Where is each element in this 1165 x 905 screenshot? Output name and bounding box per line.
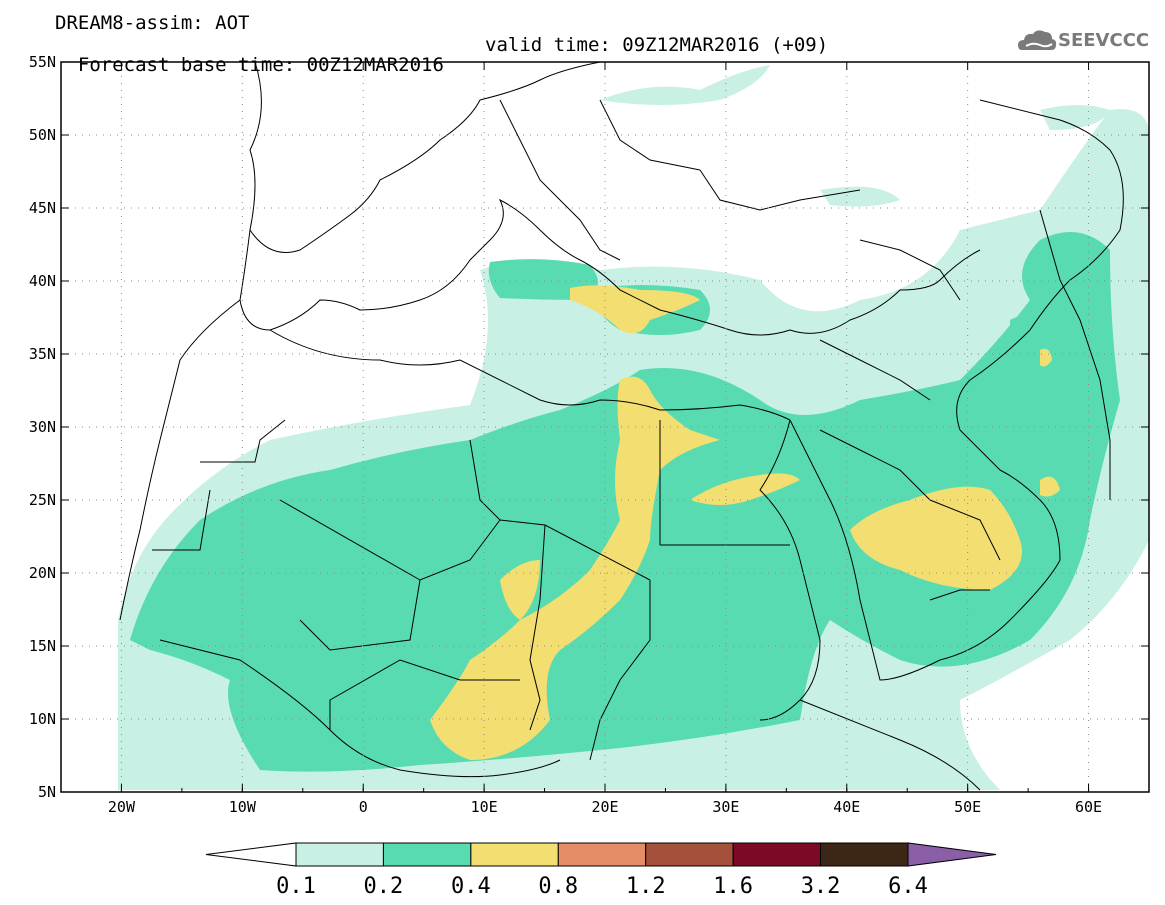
valid-time: valid time: 09Z12MAR2016 (+09) [485, 34, 829, 56]
country-borders [152, 99, 1111, 761]
lat-label: 30N [29, 418, 56, 436]
aot-contour-0.4-gulf [1040, 476, 1060, 497]
lat-label: 35N [29, 345, 56, 363]
coastlines [119, 62, 1124, 791]
lon-axis: 20W 10W 0 10E 20E 30E 40E 50E 60E [60, 62, 1150, 816]
colorbar: 0.1 0.2 0.4 0.8 1.2 1.6 3.2 6.4 [205, 842, 997, 899]
lon-gridlines [120, 62, 1090, 792]
colorbar-label: 0.1 [276, 874, 316, 899]
aot-contour-0.4-chad [500, 560, 540, 620]
colorbar-over-arrow [907, 842, 997, 867]
lon-label: 10W [229, 798, 257, 816]
colorbar-under-arrow [205, 842, 297, 867]
lat-label: 5N [38, 783, 56, 801]
aot-contour-0.1-caspian [820, 186, 900, 207]
lon-label: 40E [833, 798, 860, 816]
aot-field [118, 65, 1149, 790]
lat-axis: 55N 50N 45N 40N 35N 30N 25N 20N 15N 10N 5N [29, 53, 1149, 801]
colorbar-label: 3.2 [801, 874, 841, 899]
colorbar-label: 0.2 [364, 874, 404, 899]
lon-label: 50E [954, 798, 981, 816]
aot-contour-0.1-ne [1040, 105, 1110, 130]
lat-label: 50N [29, 126, 56, 144]
lon-label: 30E [712, 798, 739, 816]
lat-label: 20N [29, 564, 56, 582]
aot-contour-0.1-north [600, 65, 770, 105]
lat-label: 45N [29, 199, 56, 217]
forecast-times: Forecast base time: 00Z12MAR2016 valid t… [55, 35, 828, 95]
colorbar-label: 1.6 [713, 874, 753, 899]
logo-text: SEEVCCC [1058, 30, 1150, 51]
lon-label: 60E [1075, 798, 1102, 816]
lat-label: 40N [29, 272, 56, 290]
forecast-base-time: Forecast base time: 00Z12MAR2016 [77, 54, 444, 76]
aot-contour-0.4-arabia [850, 486, 1022, 590]
aot-contour-0.4-iran [1040, 348, 1052, 367]
colorbar-bin [645, 842, 734, 867]
colorbar-bin [820, 842, 909, 867]
lon-label: 0 [359, 798, 368, 816]
colorbar-bin [557, 842, 647, 867]
aot-contour-0.4-aegean [570, 285, 700, 334]
colorbar-bin [382, 842, 472, 867]
lat-label: 25N [29, 491, 56, 509]
lat-label: 55N [29, 53, 56, 71]
colorbar-label: 0.4 [451, 874, 491, 899]
cloud-logo-icon [1018, 30, 1057, 50]
colorbar-label: 0.8 [538, 874, 578, 899]
aot-contour-0.4-egypt [690, 473, 800, 505]
lon-label: 10E [471, 798, 498, 816]
colorbar-bin [295, 842, 384, 867]
lat-label: 15N [29, 637, 56, 655]
colorbar-bin [732, 842, 822, 867]
colorbar-label: 6.4 [888, 874, 928, 899]
aot-contour-0.4-sahara [430, 376, 720, 760]
colorbar-bin [470, 842, 559, 867]
lon-label: 20W [108, 798, 136, 816]
lat-label: 10N [29, 710, 56, 728]
chart-title: DREAM8-assim: AOT [55, 12, 250, 34]
colorbar-label: 1.2 [626, 874, 666, 899]
lon-label: 20E [591, 798, 618, 816]
